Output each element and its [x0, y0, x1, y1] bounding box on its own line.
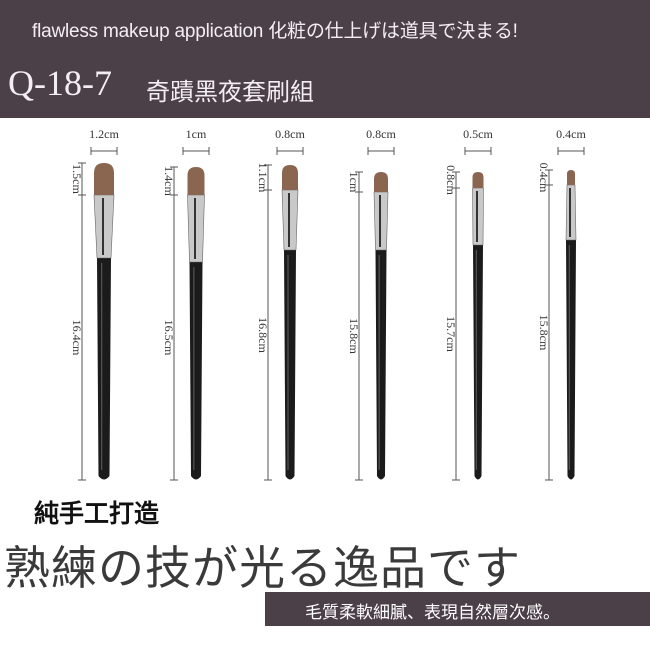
total-length-label: 16.5cm: [162, 320, 176, 356]
total-length-label: 16.4cm: [70, 320, 84, 356]
brush-bristles: [282, 165, 298, 190]
set-name: 奇蹟黑夜套刷組: [146, 78, 314, 106]
tagline: flawless makeup application 化粧の仕上げは道具で決ま…: [32, 21, 518, 42]
brush-2: 1cm 1.4cm 16.5cm: [162, 127, 210, 481]
total-length-label: 15.7cm: [444, 316, 458, 352]
brush-bristles: [187, 167, 205, 195]
brush-5: 0.5cm 0.8cm 15.7cm: [444, 127, 493, 481]
brush-1: 1.2cm 1.5cm 16.4cm: [70, 127, 119, 481]
head-length-label: 1.5cm: [70, 164, 84, 194]
head-length-label: 0.4cm: [537, 163, 551, 193]
model-number: Q-18-7: [8, 63, 112, 103]
handmade-label: 純手工打造: [34, 499, 160, 528]
brush-handle: [566, 240, 576, 480]
brush-handle: [375, 250, 387, 480]
total-length-label: 15.8cm: [537, 315, 551, 351]
head-length-label: 0.8cm: [444, 165, 458, 195]
header-banner: flawless makeup application 化粧の仕上げは道具で決ま…: [0, 0, 650, 118]
brush-bristles: [94, 163, 114, 195]
tip-width-label: 1cm: [186, 127, 207, 141]
tip-width-label: 0.5cm: [463, 127, 493, 141]
brush-diagram: 1.2cm 1.5cm 16.4cm 1cm 1.4cm 16.5cm 0.8cm 1.1cm…: [70, 127, 586, 481]
brush-bristles: [472, 172, 484, 188]
brush-handle: [473, 245, 483, 480]
total-length-label: 15.8cm: [347, 318, 361, 354]
head-length-label: 1.4cm: [162, 166, 176, 196]
tip-width-label: 0.8cm: [366, 127, 396, 141]
head-length-label: 1.1cm: [256, 163, 270, 193]
brush-handle: [97, 258, 111, 480]
tip-width-label: 0.8cm: [275, 127, 305, 141]
headline: 熟練の技が光る逸品です: [4, 541, 521, 595]
brush-3: 0.8cm 1.1cm 16.8cm: [256, 127, 305, 481]
brush-bristles: [374, 172, 388, 192]
total-length-label: 16.8cm: [256, 317, 270, 353]
brush-bristles: [567, 170, 575, 185]
tip-width-label: 1.2cm: [89, 127, 119, 141]
brush-4: 0.8cm 1cm 15.8cm: [347, 127, 396, 481]
feature-banner: 毛質柔軟細膩、表現自然層次感。: [265, 592, 650, 626]
tip-width-label: 0.4cm: [556, 127, 586, 141]
brush-handle: [189, 262, 203, 480]
head-length-label: 1cm: [347, 172, 361, 193]
brush-handle: [284, 250, 296, 480]
brush-6: 0.4cm 0.4cm 15.8cm: [537, 127, 586, 481]
feature-text: 毛質柔軟細膩、表現自然層次感。: [305, 603, 560, 623]
